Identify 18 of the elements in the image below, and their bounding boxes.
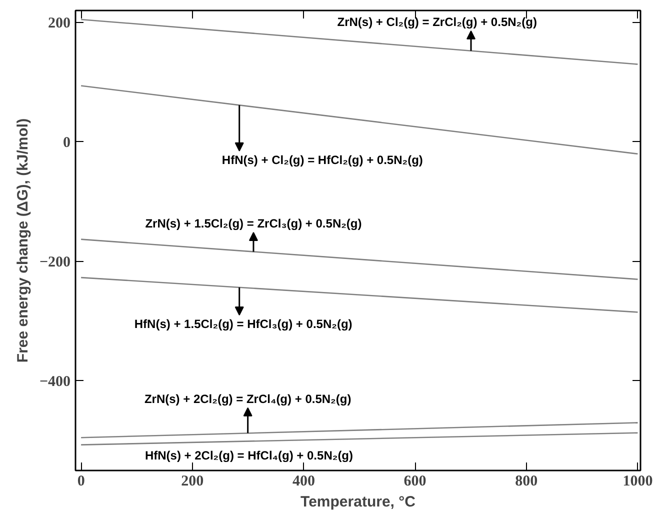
x-tick-label: 600 (404, 474, 426, 490)
annotation: HfN(s) + 2Cl₂(g) = HfCl₄(g) + 0.5N₂(g) (144, 448, 354, 462)
x-axis-title: Temperature, °C (300, 494, 416, 510)
annotation: ZrN(s) + Cl₂(g) = ZrCl₂(g) + 0.5N₂(g) (337, 14, 537, 29)
x-tick-label: 800 (515, 474, 538, 490)
x-tick-label: 0 (77, 474, 85, 490)
y-tick-label: −400 (39, 374, 71, 390)
annotation: ZrN(s) + 2Cl₂(g) = ZrCl₄(g) + 0.5N₂(g) (144, 392, 352, 406)
y-tick-label: 0 (63, 134, 70, 151)
y-tick-label: 200 (48, 15, 70, 32)
annotation: HfN(s) + 1.5Cl₂(g) = HfCl₃(g) + 0.5N₂(g) (134, 317, 352, 332)
x-tick-label: 1000 (622, 474, 653, 490)
annotation: ZrN(s) + 1.5Cl₂(g) = ZrCl₃(g) + 0.5N₂(g) (145, 216, 362, 230)
y-axis-title: Free energy change (ΔG), (kJ/mol) (14, 118, 32, 363)
annotation: HfN(s) + Cl₂(g) = HfCl₂(g) + 0.5N₂(g) (222, 152, 423, 167)
x-tick-label: 400 (292, 474, 315, 490)
x-tick-label: 200 (181, 474, 204, 490)
y-tick-label: −200 (39, 254, 71, 270)
